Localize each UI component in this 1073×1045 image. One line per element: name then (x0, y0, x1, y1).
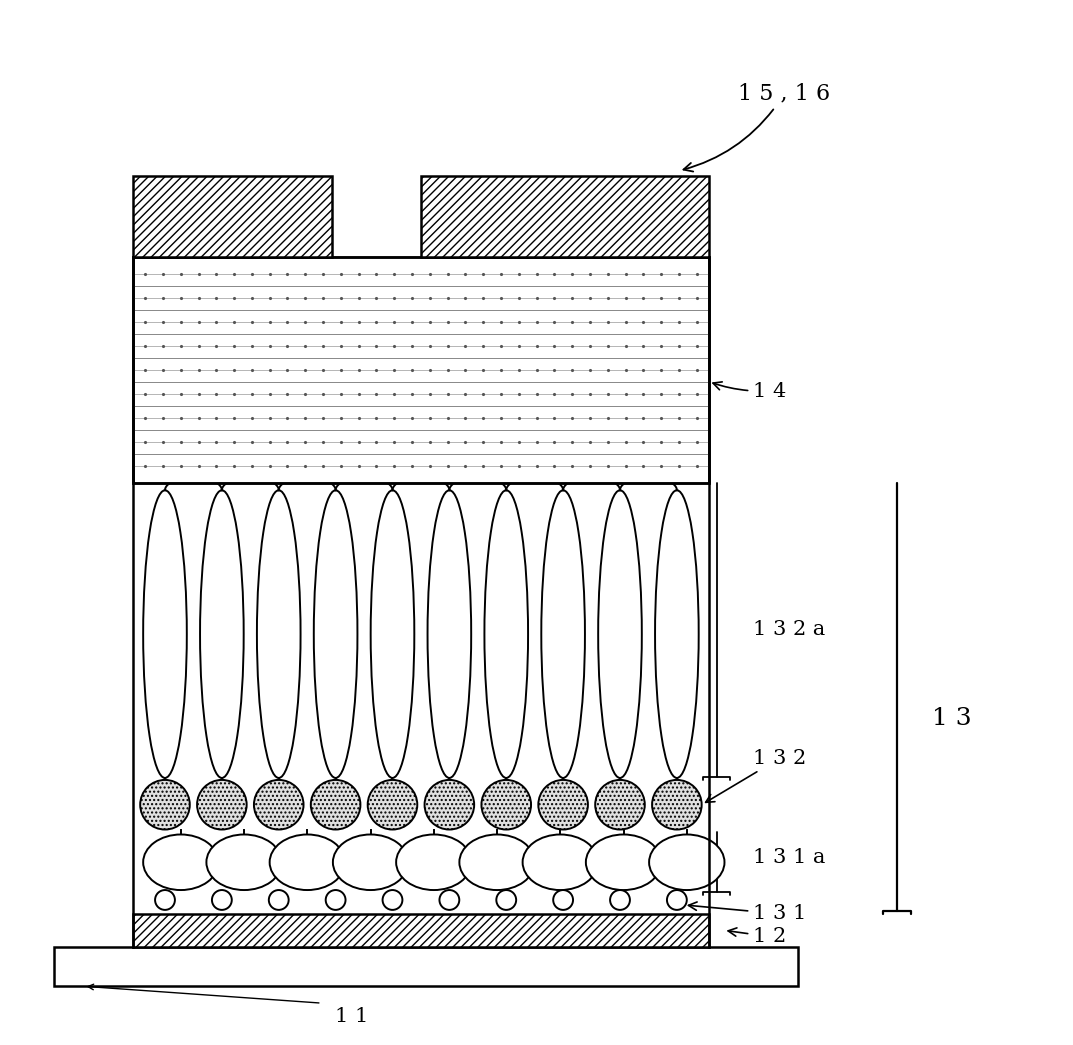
Ellipse shape (143, 835, 219, 890)
Ellipse shape (396, 835, 471, 890)
Ellipse shape (523, 835, 598, 890)
Circle shape (383, 890, 402, 910)
Ellipse shape (598, 490, 642, 777)
Text: 1 3 1: 1 3 1 (689, 902, 807, 924)
Circle shape (156, 890, 175, 910)
Circle shape (440, 890, 459, 910)
Ellipse shape (586, 835, 661, 890)
Circle shape (652, 780, 702, 830)
Ellipse shape (333, 835, 409, 890)
Circle shape (197, 780, 247, 830)
Ellipse shape (206, 835, 282, 890)
Text: 1 2: 1 2 (729, 927, 787, 946)
Ellipse shape (459, 835, 534, 890)
Text: 1 3 1 a: 1 3 1 a (753, 847, 825, 866)
Ellipse shape (313, 490, 357, 777)
Circle shape (539, 780, 588, 830)
Circle shape (311, 780, 361, 830)
Text: 1 3 2: 1 3 2 (706, 748, 807, 803)
Ellipse shape (427, 490, 471, 777)
Ellipse shape (269, 835, 346, 890)
Ellipse shape (143, 490, 187, 777)
Circle shape (212, 890, 232, 910)
Ellipse shape (484, 490, 528, 777)
Bar (421, 176, 708, 257)
Circle shape (269, 890, 289, 910)
Text: 1 3 2 a: 1 3 2 a (753, 620, 825, 638)
Circle shape (482, 780, 531, 830)
Circle shape (554, 890, 573, 910)
Circle shape (425, 780, 474, 830)
Text: 1 4: 1 4 (712, 381, 787, 400)
Ellipse shape (649, 835, 724, 890)
Bar (133, 257, 708, 484)
Circle shape (497, 890, 516, 910)
Bar (133, 914, 708, 947)
Ellipse shape (256, 490, 300, 777)
Circle shape (141, 780, 190, 830)
Bar (133, 257, 708, 484)
Circle shape (667, 890, 687, 910)
Text: 1 5 , 1 6: 1 5 , 1 6 (684, 83, 831, 171)
Circle shape (611, 890, 630, 910)
Ellipse shape (655, 490, 699, 777)
Ellipse shape (200, 490, 244, 777)
Text: 1 3: 1 3 (931, 706, 971, 729)
Circle shape (326, 890, 346, 910)
Ellipse shape (541, 490, 585, 777)
Bar (54, 947, 798, 986)
Ellipse shape (370, 490, 414, 777)
Circle shape (596, 780, 645, 830)
Text: 1 1: 1 1 (335, 1006, 368, 1025)
Circle shape (254, 780, 304, 830)
Bar (133, 176, 332, 257)
Circle shape (368, 780, 417, 830)
